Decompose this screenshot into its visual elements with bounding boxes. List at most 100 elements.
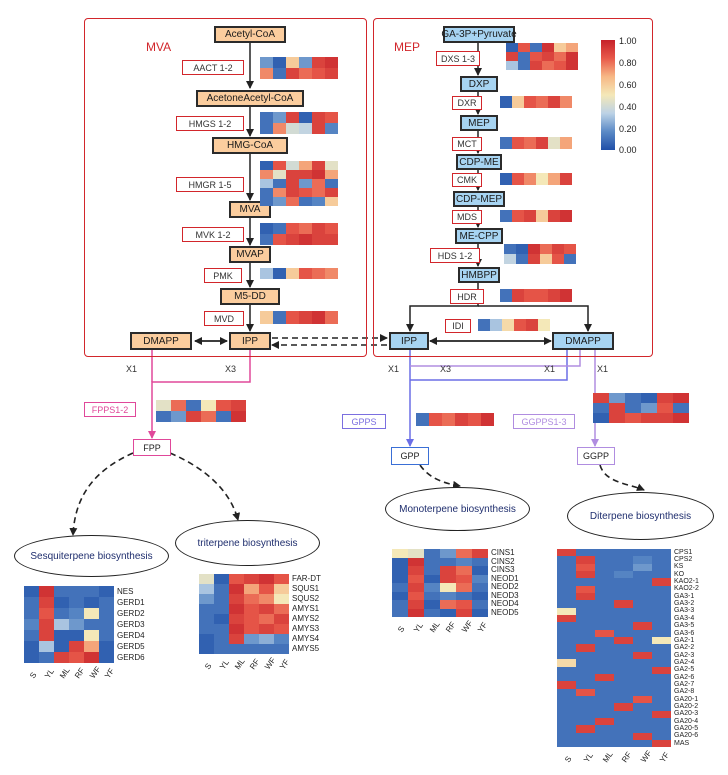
compound-dmapp-mep: DMAPP: [552, 332, 614, 350]
heatmap-dxr: [500, 96, 572, 108]
heatmap-cell: [518, 52, 530, 61]
heatmap-cell: [286, 311, 299, 324]
heatmap-cell: [576, 644, 595, 652]
heatmap-cell: [472, 549, 488, 558]
heatmap-cell: [614, 725, 633, 733]
heatmap-cell: [99, 586, 114, 597]
heatmap-row: [557, 695, 671, 704]
heatmap-cell: [554, 43, 566, 52]
heatmap-row: [199, 574, 289, 584]
heatmap-cell: [652, 600, 671, 608]
heatmap-row: [199, 634, 289, 644]
gene-label: GA2-6: [674, 673, 695, 681]
heatmap-cell: [325, 188, 338, 197]
heatmap-cell: [274, 604, 289, 614]
heatmap-cell: [299, 68, 312, 79]
heatmap-cell: [524, 289, 536, 302]
heatmap-cell: [614, 659, 633, 667]
label-x1-left: X1: [126, 364, 138, 374]
heatmap-cell: [299, 197, 312, 206]
heatmap-cell: [312, 68, 325, 79]
gene-label: MAS: [674, 739, 690, 747]
heatmap-cell: [552, 244, 564, 254]
colorbar-tick-4: 0.40: [619, 102, 637, 112]
heatmap-cell: [576, 637, 595, 645]
gene-label: GA20-1: [674, 695, 699, 703]
heatmap-cell: [614, 732, 633, 740]
gene-label: GA2-4: [674, 658, 695, 666]
heatmap-cell: [595, 585, 614, 594]
gene-label: NEOD1: [491, 573, 519, 583]
heatmap-cell: [214, 584, 229, 594]
heatmap-cell: [595, 629, 614, 638]
enzyme-hdr: HDR: [450, 289, 484, 304]
heatmap-cell: [528, 254, 540, 264]
heatmap-mvd: [260, 311, 338, 324]
heatmap-cell: [548, 210, 560, 222]
heatmap-cell: [512, 289, 524, 302]
heatmap-cell: [286, 57, 299, 68]
heatmap-cell: [54, 652, 69, 663]
heatmap-cell: [24, 641, 39, 652]
heatmap-cell: [84, 586, 99, 597]
heatmap-cell: [229, 634, 244, 644]
heatmap-cell: [24, 652, 39, 663]
heatmap-row: [156, 400, 246, 411]
heatmap-cell: [274, 584, 289, 594]
heatmap-cell: [39, 630, 54, 641]
colorbar-tick-2: 0.80: [619, 58, 637, 68]
heatmap-cell: [595, 688, 614, 696]
gene-label: NES: [117, 586, 134, 596]
heatmap-cell: [516, 254, 528, 264]
gene-label: GA3-5: [674, 622, 695, 630]
heatmap-cell: [641, 403, 657, 413]
heatmap-cell: [260, 188, 273, 197]
heatmap-cell: [614, 578, 633, 586]
heatmap-cell: [536, 137, 548, 149]
heatmap-mct: [500, 137, 572, 149]
gene-label: GA20-4: [674, 717, 699, 725]
heatmap-cell: [424, 608, 440, 617]
gene-label: GA20-2: [674, 703, 699, 711]
heatmap-cell: [408, 566, 424, 575]
heatmap-cell: [274, 624, 289, 634]
heatmap-row: [557, 615, 671, 623]
heatmap-cell: [274, 574, 289, 584]
heatmap-cell: [456, 591, 472, 600]
heatmap-cell: [557, 607, 576, 616]
heatmap-cell: [69, 619, 84, 630]
heatmap-cell: [472, 583, 488, 592]
heatmap-cell: [286, 112, 299, 123]
heatmap-cell: [54, 641, 69, 652]
enzyme-dxs: DXS 1-3: [436, 51, 480, 66]
heatmap-cell: [595, 556, 614, 564]
heatmap-cell: [260, 311, 273, 324]
heatmap-cell: [214, 614, 229, 624]
heatmap-cell: [518, 61, 530, 70]
heatmap-cell: [299, 188, 312, 197]
heatmap-cell: [512, 96, 524, 108]
heatmap-cell: [673, 413, 689, 423]
heatmap-row: [557, 666, 671, 674]
heatmap-row: [557, 703, 671, 711]
heatmap-cell: [576, 593, 595, 601]
heatmap-cell: [312, 197, 325, 206]
heatmap-mvk: [260, 223, 338, 245]
heatmap-cell: [514, 319, 526, 331]
heatmap-cell: [440, 600, 456, 609]
heatmap-cell: [273, 311, 286, 324]
pathway-monoterpene: Monoterpene biosynthesis: [385, 487, 530, 531]
compound-hmg-coa: HMG-CoA: [212, 137, 288, 154]
heatmap-cell: [69, 641, 84, 652]
heatmap-cell: [652, 615, 671, 623]
heatmap-cell: [566, 52, 578, 61]
heatmap-cell: [633, 578, 652, 586]
enzyme-fpps: FPPS1-2: [84, 402, 136, 417]
enzyme-gpps: GPPS: [342, 414, 386, 429]
heatmap-cell: [286, 123, 299, 134]
heatmap-cell: [424, 583, 440, 592]
heatmap-cell: [440, 574, 456, 583]
heatmap-cell: [472, 574, 488, 583]
heatmap-cell: [214, 574, 229, 584]
pathway-sesquiterpene: Sesquiterpene biosynthesis: [14, 535, 169, 577]
